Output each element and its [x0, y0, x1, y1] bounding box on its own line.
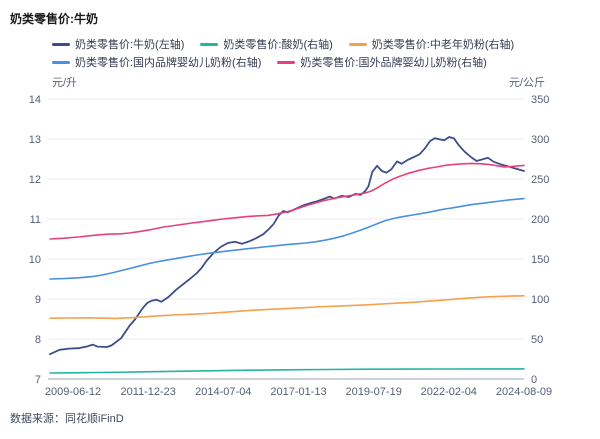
right-axis-tick: 300	[531, 134, 549, 146]
legend-swatch-icon	[277, 60, 296, 64]
chart-title: 奶类零售价:牛奶	[10, 12, 98, 26]
left-axis-unit-label: 元/升	[52, 77, 78, 89]
legend-row: 奶类零售价:国内品牌婴幼儿奶粉(右轴) 奶类零售价:国外品牌婴幼儿奶粉(右轴)	[52, 53, 530, 71]
left-axis-tick: 7	[35, 374, 41, 386]
legend-swatch-icon	[200, 42, 219, 46]
left-axis-tick: 9	[35, 294, 41, 306]
left-axis-tick: 10	[29, 254, 41, 266]
x-axis-tick: 2024-08-09	[496, 386, 552, 398]
left-axis-tick: 14	[29, 94, 41, 106]
data-source-note: 数据来源：同花顺iFinD	[10, 413, 124, 425]
series-line	[49, 136, 525, 356]
x-axis-tick: 2022-02-04	[421, 386, 477, 398]
right-axis-tick: 50	[531, 334, 543, 346]
legend-label: 奶类零售价:中老年奶粉(右轴)	[371, 39, 515, 51]
legend: 奶类零售价:牛奶(左轴) 奶类零售价:酸奶(右轴) 奶类零售价:中老年奶粉(右轴) 奶…	[52, 35, 530, 71]
legend-label: 奶类零售价:国外品牌婴幼儿奶粉(右轴)	[300, 57, 487, 69]
right-axis-tick: 200	[531, 214, 549, 226]
legend-item[interactable]: 奶类零售价:牛奶(左轴)	[52, 36, 184, 52]
right-axis-tick: 150	[531, 254, 549, 266]
legend-label: 奶类零售价:牛奶(左轴)	[75, 39, 185, 51]
left-axis-tick: 12	[29, 174, 41, 186]
legend-label: 奶类零售价:酸奶(右轴)	[223, 39, 333, 51]
x-axis-tick: 2017-01-13	[270, 386, 326, 398]
plot-area[interactable]: 14 350 13 300 12 250 11 200 10 150 9 100 8 50 7 0 2009-0…	[0, 0, 600, 405]
right-axis-tick: 0	[531, 374, 537, 386]
x-axis-tick: 2014-07-04	[195, 386, 251, 398]
legend-item[interactable]: 奶类零售价:中老年奶粉(右轴)	[348, 36, 515, 52]
right-axis-tick: 250	[531, 174, 549, 186]
legend-swatch-icon	[52, 42, 70, 46]
series-line	[49, 368, 525, 374]
x-axis-tick: 2019-07-19	[346, 386, 402, 398]
right-axis-unit-label: 元/公斤	[508, 77, 545, 89]
legend-label: 奶类零售价:国内品牌婴幼儿奶粉(右轴)	[75, 57, 262, 69]
x-axis-tick: 2011-12-23	[120, 386, 175, 398]
legend-item[interactable]: 奶类零售价:国外品牌婴幼儿奶粉(右轴)	[277, 54, 487, 70]
legend-swatch-icon	[348, 42, 367, 46]
series-line	[49, 162, 525, 240]
x-axis-tick: 2009-06-12	[45, 386, 101, 398]
legend-item[interactable]: 奶类零售价:国内品牌婴幼儿奶粉(右轴)	[52, 54, 261, 70]
left-axis-tick: 8	[35, 334, 41, 346]
legend-row: 奶类零售价:牛奶(左轴) 奶类零售价:酸奶(右轴) 奶类零售价:中老年奶粉(右轴)	[52, 35, 530, 53]
legend-item[interactable]: 奶类零售价:酸奶(右轴)	[200, 36, 333, 52]
series-line	[49, 197, 525, 280]
legend-swatch-icon	[52, 60, 70, 64]
left-axis-tick: 13	[29, 134, 41, 146]
series-line	[49, 294, 525, 320]
left-axis-tick: 11	[30, 214, 41, 226]
right-axis-tick: 350	[531, 94, 549, 106]
right-axis-tick: 100	[531, 294, 549, 306]
